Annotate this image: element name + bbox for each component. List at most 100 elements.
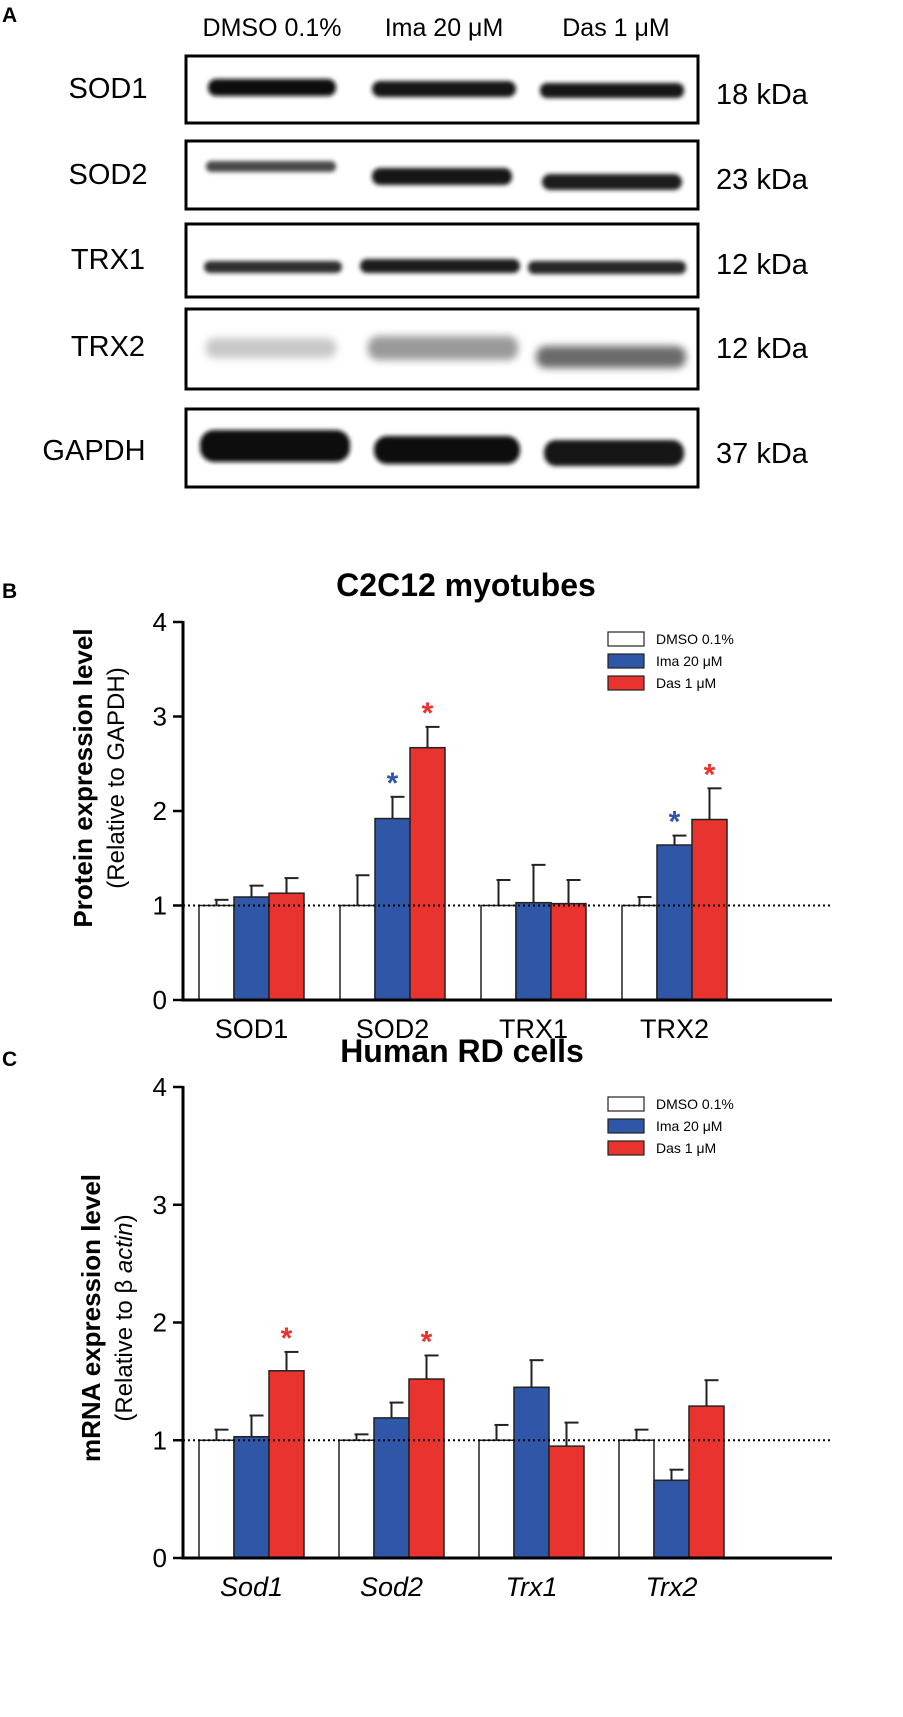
blot-protein-label: TRX2 xyxy=(71,331,145,363)
blot-protein-label: SOD2 xyxy=(69,159,148,191)
bar xyxy=(374,817,411,1001)
significance-mark: * xyxy=(281,1322,293,1355)
blot-row-gapdh: GAPDH 37 kDa xyxy=(42,407,809,489)
y-tick-label: 0 xyxy=(153,1543,167,1573)
chart-title: C2C12 myotubes xyxy=(336,567,596,603)
chart-c2c12-protein: C2C12 myotubes Protein expression level … xyxy=(68,567,832,1044)
bars: * * xyxy=(198,1322,725,1559)
blot-size-label: 37 kDa xyxy=(716,438,809,470)
bar xyxy=(653,1479,690,1559)
blot-row-sod1: SOD1 18 kDa xyxy=(69,54,809,125)
bar xyxy=(408,1378,445,1559)
legend-label: Das 1 μM xyxy=(656,1140,716,1156)
bar xyxy=(550,902,587,1001)
significance-mark: * xyxy=(422,697,434,730)
bar xyxy=(618,1439,655,1559)
legend: DMSO 0.1% Ima 20 μM Das 1 μM xyxy=(607,1096,734,1156)
legend-swatch xyxy=(607,675,645,691)
blot-row-sod2: SOD2 23 kDa xyxy=(69,139,809,211)
blot-bands xyxy=(206,336,686,368)
legend-label: DMSO 0.1% xyxy=(656,1096,734,1112)
bar xyxy=(478,1439,515,1559)
bar xyxy=(268,1370,305,1559)
y-tick-labels: 0 1 2 3 4 xyxy=(153,607,167,1015)
legend-label: Ima 20 μM xyxy=(656,1118,722,1134)
bar xyxy=(688,1405,725,1559)
y-tick-labels: 0 1 2 3 4 xyxy=(153,1072,167,1573)
x-tick-label: TRX1 xyxy=(499,1014,568,1044)
legend-label: Ima 20 μM xyxy=(656,653,722,669)
bar xyxy=(268,892,305,1001)
significance-mark: * xyxy=(387,767,399,800)
blot-lane-label-das: Das 1 μM xyxy=(562,14,669,42)
blot-lane-label-dmso: DMSO 0.1% xyxy=(203,14,342,42)
x-tick-label: Sod2 xyxy=(360,1572,423,1602)
y-axis-label-secondary-text: (Relative to β xyxy=(111,1273,138,1422)
bar xyxy=(233,1435,270,1559)
y-tick-label: 4 xyxy=(153,1072,167,1102)
bar xyxy=(233,896,270,1001)
y-axis-label: mRNA expression level xyxy=(76,1174,106,1462)
y-axis-label-secondary: (Relative to β actin) xyxy=(111,1214,138,1421)
x-tick-label: TRX2 xyxy=(640,1014,709,1044)
x-tick-label: Trx2 xyxy=(646,1572,698,1602)
blot-lane-label-ima: Ima 20 μM xyxy=(385,14,504,42)
blot-bands xyxy=(206,161,682,190)
chart-title: Human RD cells xyxy=(340,1033,584,1069)
legend-swatch xyxy=(607,1118,645,1134)
y-tick-label: 2 xyxy=(153,1308,167,1338)
legend-swatch xyxy=(607,631,645,647)
significance-mark: * xyxy=(704,758,716,791)
axes xyxy=(173,1085,832,1560)
y-axis-label-secondary: (Relative to GAPDH) xyxy=(103,667,130,888)
legend-swatch xyxy=(607,1140,645,1156)
panel-label-c: C xyxy=(2,1048,17,1071)
y-axis-label-italic-part: actin xyxy=(111,1222,138,1273)
blot-bands xyxy=(200,430,684,466)
bar xyxy=(513,1386,550,1559)
legend-swatch xyxy=(607,653,645,669)
axes xyxy=(173,620,832,1002)
y-axis-label: Protein expression level xyxy=(68,628,98,927)
y-tick-label: 4 xyxy=(153,607,167,637)
significance-mark: * xyxy=(669,806,681,839)
bar xyxy=(515,901,552,1001)
bar xyxy=(338,1439,375,1559)
y-tick-label: 0 xyxy=(153,985,167,1015)
blot-size-label: 12 kDa xyxy=(716,249,809,281)
blot-protein-label: TRX1 xyxy=(71,244,145,276)
bar xyxy=(621,904,658,1001)
y-tick-label: 2 xyxy=(153,796,167,826)
significance-mark: * xyxy=(421,1325,433,1358)
blot-size-label: 23 kDa xyxy=(716,164,809,196)
blot-protein-label: SOD1 xyxy=(69,73,148,105)
x-tick-label: SOD2 xyxy=(356,1014,430,1044)
x-tick-labels: SOD1 SOD2 TRX1 TRX2 xyxy=(215,1014,709,1044)
blot-protein-label: GAPDH xyxy=(42,435,145,467)
y-tick-label: 3 xyxy=(153,702,167,732)
y-axis-label-rest: ) xyxy=(111,1214,138,1222)
legend-swatch xyxy=(607,1096,645,1112)
bars: * * * * xyxy=(198,697,728,1001)
bar xyxy=(339,904,376,1001)
legend-label: Das 1 μM xyxy=(656,675,716,691)
panel-label-a: A xyxy=(2,4,17,27)
bar xyxy=(373,1417,410,1559)
bar xyxy=(409,746,446,1001)
x-tick-labels: Sod1 Sod2 Trx1 Trx2 xyxy=(220,1572,698,1602)
blot-bands xyxy=(204,259,686,274)
bar xyxy=(198,1439,235,1559)
blot-size-label: 12 kDa xyxy=(716,333,809,365)
x-tick-label: Trx1 xyxy=(506,1572,558,1602)
bar xyxy=(480,904,517,1001)
bar xyxy=(548,1445,585,1559)
x-tick-label: Sod1 xyxy=(220,1572,283,1602)
bar xyxy=(656,844,693,1001)
blot-bands xyxy=(208,79,684,98)
y-tick-label: 3 xyxy=(153,1190,167,1220)
y-tick-label: 1 xyxy=(153,891,167,921)
blot-row-trx2: TRX2 12 kDa xyxy=(71,307,809,391)
bar xyxy=(198,904,235,1001)
y-tick-label: 1 xyxy=(153,1425,167,1455)
